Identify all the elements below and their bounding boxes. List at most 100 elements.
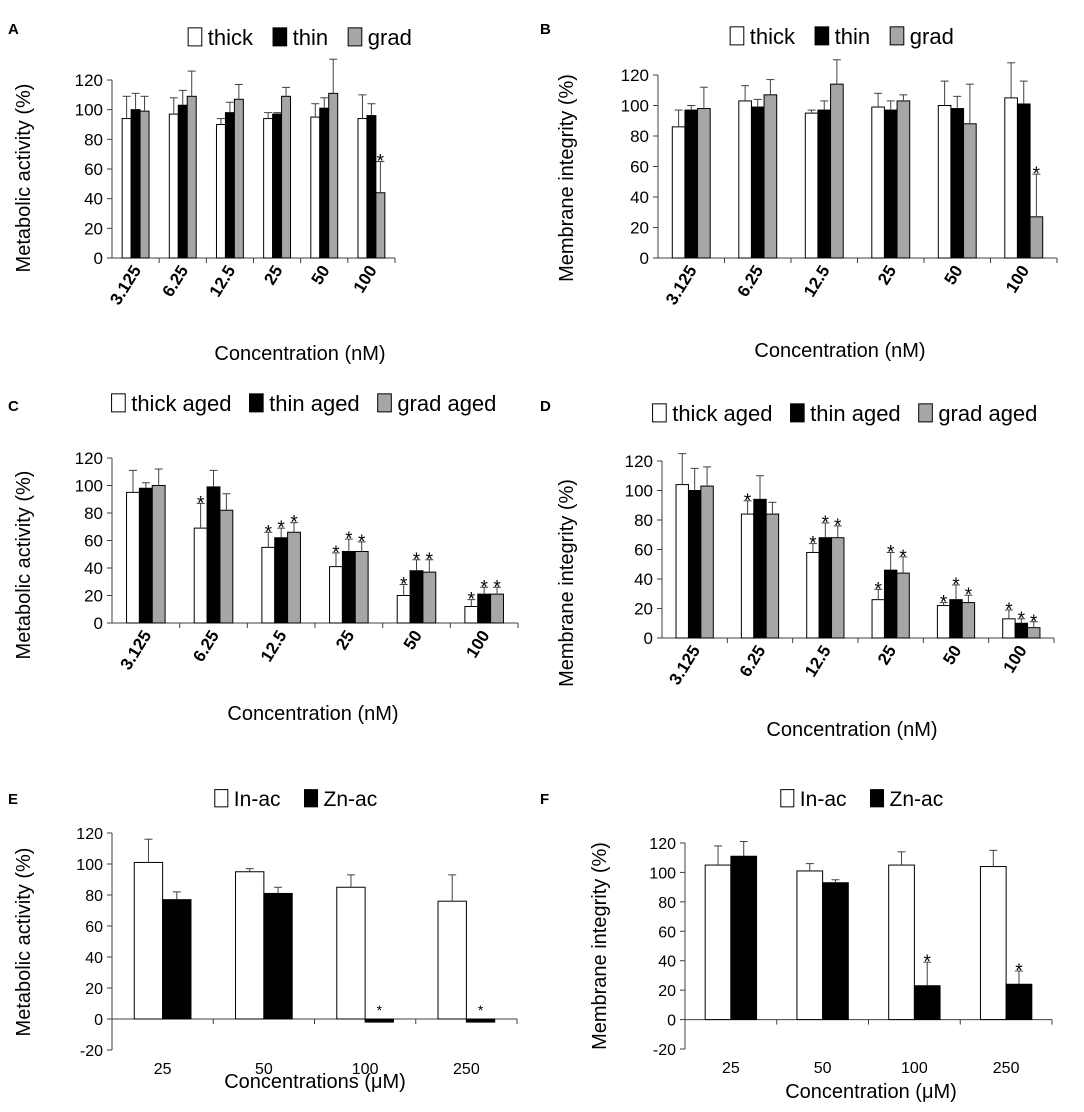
bar-thin [366,115,377,259]
legend-label: In-ac [234,788,281,811]
legend-swatch [303,789,319,808]
legend-label: thick aged [131,391,231,416]
x-axis-title: Concentration (nM) [766,719,937,741]
significance-mark: * [940,593,948,614]
y-tick-label: 80 [658,895,676,912]
x-tick-label: 100 [350,262,381,296]
bar-zn-ac [822,882,849,1021]
significance-mark: * [345,529,353,550]
y-tick-label: 40 [85,950,103,967]
bar-grad-aged [700,485,714,639]
significance-mark: * [1018,609,1026,630]
significance-mark: * [1033,164,1041,185]
y-tick-label: 20 [84,219,103,238]
y-tick-label: 80 [85,888,103,905]
bar-grad-aged [151,485,166,624]
x-tick-label: 6.25 [736,642,770,680]
legend-swatch [729,26,745,46]
bar-zn-ac [1005,983,1033,1021]
significance-mark: * [290,513,298,534]
legend-label: grad [368,25,412,50]
significance-mark: * [358,532,366,553]
bar-in-ac [235,871,265,1020]
y-tick-label: 40 [84,559,103,578]
legend-label: thin [293,25,328,50]
bar-thin-aged [409,570,424,624]
significance-mark: * [822,513,830,534]
bar-grad-aged [287,531,301,624]
x-tick-label: 6.25 [158,262,192,300]
bar-thin-aged [274,537,289,624]
y-axis-title: Metabolic activity (%) [13,848,35,1037]
bar-grad [233,98,244,259]
x-tick-label: 3.125 [117,627,156,673]
bar-grad [896,100,911,259]
legend-swatch [272,27,288,47]
legend-swatch [111,393,126,413]
y-tick-label: 120 [75,71,103,90]
bar-thin-aged [477,593,492,624]
y-tick-label: 20 [630,219,649,238]
chart-panel-b: B 0 20 40 60 80 100 120 3.125 6.25 12.5 25 50 100 * Con… [540,21,1058,362]
y-tick-label: 100 [76,857,103,874]
bar-thick-aged [261,546,276,624]
legend: thick thin grad [729,24,954,49]
x-tick-label: 50 [941,262,967,288]
bar-thick-aged [1002,618,1016,639]
bar-grad [697,108,711,259]
significance-mark: * [332,543,340,564]
x-tick-label: 3.125 [662,262,701,308]
significance-mark: * [377,1002,383,1018]
significance-mark: * [809,534,817,555]
y-axis-title: Membrane integrity (%) [589,842,611,1050]
y-tick-label: 120 [75,449,103,468]
legend-swatch [347,27,363,47]
legend-label: thick [750,24,796,49]
y-tick-label: 0 [94,614,103,633]
bar-thin-aged [687,490,702,639]
bar-thick [215,124,226,259]
bar-thick [671,126,686,259]
bar-grad-aged [354,551,369,624]
y-tick-label: 80 [634,511,653,530]
legend-swatch [652,403,667,423]
bar-thick-aged [396,595,411,624]
significance-mark: * [468,590,476,611]
x-tick-label: 12.5 [257,627,291,665]
x-tick-label: 25 [154,1061,172,1078]
x-tick-label: 250 [993,1060,1020,1077]
bar-thick [263,118,274,259]
y-tick-label: -20 [653,1042,676,1059]
x-tick-label: 6.25 [189,627,223,665]
bar-grad-aged [961,602,976,639]
significance-mark: * [413,550,421,571]
bar-thick [937,105,952,259]
panel-letter: B [540,21,551,38]
chart-panel-f: F -20 0 20 40 60 80 100 120 25 50 100 * 250 * Concentra… [540,788,1053,1103]
legend: thick aged thin aged grad aged [652,401,1037,426]
y-tick-label: 120 [625,452,653,471]
bar-grad-aged [490,593,504,624]
bar-grad [375,192,386,259]
legend-label: thin aged [269,391,360,416]
y-axis-title: Membrane integrity (%) [556,74,578,282]
bar-thin [750,106,765,259]
bar-zn-ac [162,899,192,1020]
y-tick-label: 120 [649,836,676,853]
y-axis-title: Metabolic activity (%) [13,471,35,660]
x-tick-label: 3.125 [665,642,704,688]
bar-thin [883,109,898,259]
significance-mark: * [377,152,385,173]
y-tick-label: 100 [621,97,649,116]
bar-thin-aged [949,599,963,639]
bar-thin-aged [818,537,833,639]
bar-grad [830,83,844,259]
significance-mark: * [965,585,973,606]
bar-grad [281,95,292,259]
bar-thin [272,113,283,259]
bar-thin [950,108,965,259]
bar-grad [963,123,977,259]
bar-zn-ac [730,855,758,1021]
